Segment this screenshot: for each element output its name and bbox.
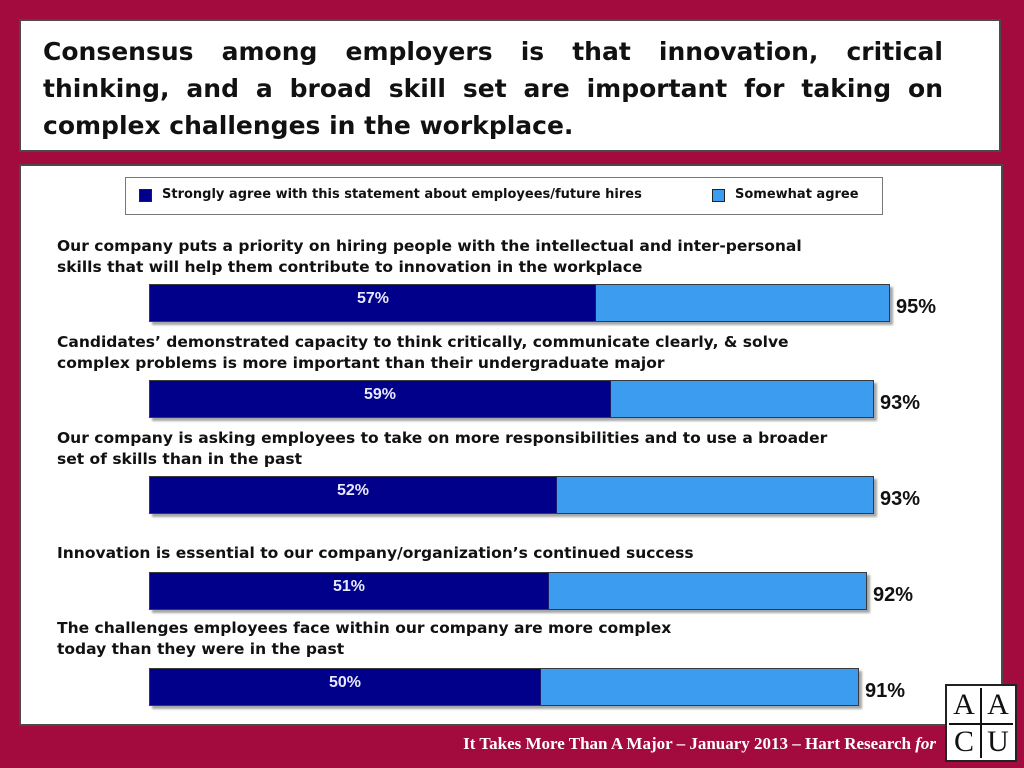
- chart-legend: Strongly agree with this statement about…: [125, 177, 883, 215]
- footer-italic: for: [915, 734, 936, 753]
- question-label: Candidates’ demonstrated capacity to thi…: [57, 332, 917, 374]
- stacked-bar: 52%: [149, 476, 874, 514]
- logo-letter-2: A: [987, 688, 1009, 721]
- question-label-line: set of skills than in the past: [57, 450, 303, 468]
- bar-segment-somewhat-agree: [595, 285, 889, 321]
- question-label-line: Candidates’ demonstrated capacity to thi…: [57, 333, 789, 351]
- chart-panel: [19, 164, 1003, 726]
- question-label-line: skills that will help them contribute to…: [57, 258, 643, 276]
- logo-divider-horizontal: [949, 723, 1013, 725]
- stacked-bar: 51%: [149, 572, 867, 610]
- logo-letter-3: C: [953, 725, 974, 758]
- logo-letter-4: U: [987, 725, 1009, 758]
- bar-total-label: 93%: [880, 392, 921, 414]
- question-label-line: The challenges employees face within our…: [57, 619, 672, 637]
- aacu-logo: A A C U: [945, 684, 1017, 762]
- bar-segment-strongly-agree: [150, 573, 548, 609]
- bar-total-label: 91%: [865, 680, 906, 702]
- bar-segment-somewhat-agree: [556, 477, 873, 513]
- legend-swatch-strong: [139, 189, 152, 202]
- bar-segment-somewhat-agree: [610, 381, 873, 417]
- bar-total-label: 92%: [873, 584, 914, 606]
- question-label: Innovation is essential to our company/o…: [57, 543, 917, 564]
- legend-label-somewhat: Somewhat agree: [735, 187, 859, 202]
- page-title: Consensus among employers is that innova…: [43, 37, 943, 140]
- bar-segment-strongly-agree: [150, 285, 595, 321]
- bar-data-label-strong: 51%: [332, 578, 366, 595]
- question-label: Our company puts a priority on hiring pe…: [57, 236, 917, 278]
- stacked-bar: 59%: [149, 380, 874, 418]
- footer-credit: It Takes More Than A Major – January 201…: [463, 734, 936, 754]
- stacked-bar: 57%: [149, 284, 890, 322]
- bar-segment-somewhat-agree: [548, 573, 866, 609]
- bar-data-label-strong: 59%: [363, 386, 397, 403]
- question-label-line: Our company puts a priority on hiring pe…: [57, 237, 802, 255]
- bar-segment-strongly-agree: [150, 669, 540, 705]
- question-label-line: complex problems is more important than …: [57, 354, 665, 372]
- bar-segment-strongly-agree: [150, 477, 556, 513]
- legend-swatch-somewhat: [712, 189, 725, 202]
- question-label: The challenges employees face within our…: [57, 618, 917, 660]
- bar-total-label: 93%: [880, 488, 921, 510]
- stacked-bar: 50%: [149, 668, 859, 706]
- legend-label-strong: Strongly agree with this statement about…: [162, 187, 642, 202]
- question-label-line: today than they were in the past: [57, 640, 345, 658]
- title-panel: Consensus among employers is that innova…: [19, 19, 1001, 152]
- bar-total-label: 95%: [896, 296, 937, 318]
- logo-letter-1: A: [953, 688, 975, 721]
- bar-data-label-strong: 50%: [328, 674, 362, 691]
- bar-segment-strongly-agree: [150, 381, 610, 417]
- footer-text: It Takes More Than A Major – January 201…: [463, 734, 911, 753]
- bar-data-label-strong: 57%: [356, 290, 390, 307]
- question-label-line: Our company is asking employees to take …: [57, 429, 828, 447]
- question-label: Our company is asking employees to take …: [57, 428, 917, 470]
- bar-data-label-strong: 52%: [336, 482, 370, 499]
- bar-segment-somewhat-agree: [540, 669, 858, 705]
- question-label-line: Innovation is essential to our company/o…: [57, 544, 694, 562]
